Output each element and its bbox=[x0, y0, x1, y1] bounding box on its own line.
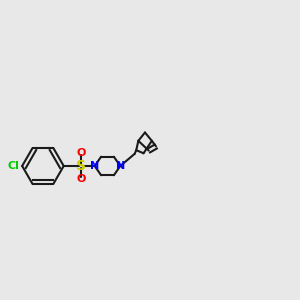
Text: N: N bbox=[90, 161, 99, 171]
Text: O: O bbox=[76, 148, 86, 158]
Text: N: N bbox=[116, 161, 125, 171]
Text: Cl: Cl bbox=[8, 161, 20, 171]
Text: O: O bbox=[76, 174, 86, 184]
Text: S: S bbox=[76, 159, 86, 173]
